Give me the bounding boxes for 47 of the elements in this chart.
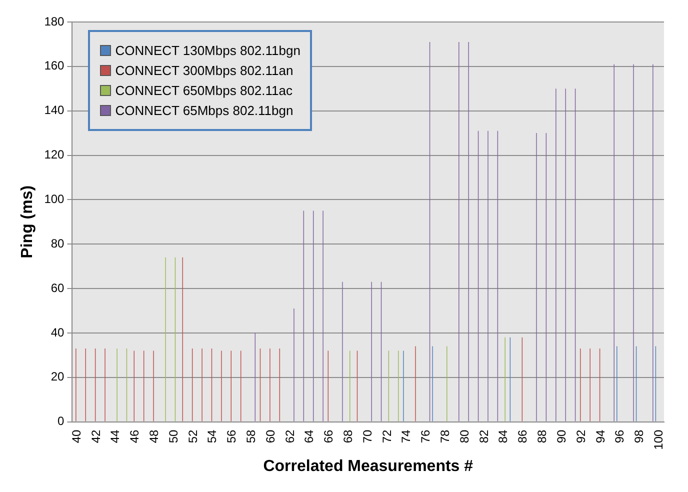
x-tick-label: 70 <box>360 429 374 444</box>
x-tick-label: 46 <box>128 429 142 444</box>
x-tick-label: 58 <box>244 429 258 444</box>
x-tick-label: 86 <box>516 429 530 444</box>
x-tick-label: 64 <box>302 429 316 444</box>
y-axis-title: Ping (ms) <box>19 185 36 258</box>
x-tick-label: 76 <box>418 429 433 444</box>
x-tick-label: 44 <box>108 429 122 444</box>
x-tick-label: 88 <box>535 429 550 444</box>
y-tick-label: 140 <box>44 103 65 118</box>
x-tick-label: 100 <box>651 429 666 450</box>
x-tick-label: 52 <box>186 429 200 444</box>
legend-label: CONNECT 65Mbps 802.11bgn <box>115 103 294 118</box>
x-tick-label: 54 <box>205 429 220 444</box>
y-tick-label: 100 <box>44 192 65 206</box>
x-tick-label: 78 <box>438 429 452 444</box>
x-tick-label: 50 <box>166 429 180 444</box>
x-tick-label: 82 <box>476 429 491 444</box>
x-tick-label: 40 <box>69 429 84 444</box>
legend-label: CONNECT 300Mbps 802.11an <box>115 63 294 78</box>
y-tick-label: 0 <box>58 414 65 428</box>
x-tick-label: 94 <box>593 429 608 444</box>
x-tick-label: 92 <box>574 429 588 444</box>
legend-label: CONNECT 130Mbps 802.11bgn <box>115 43 300 58</box>
y-tick-label: 180 <box>44 14 65 28</box>
x-tick-label: 66 <box>322 429 336 444</box>
x-axis-title: Correlated Measurements # <box>263 458 474 475</box>
x-tick-label: 96 <box>612 429 627 444</box>
legend-label: CONNECT 650Mbps 802.11ac <box>115 83 292 98</box>
x-tick-label: 56 <box>224 429 239 444</box>
y-tick-label: 120 <box>44 148 65 162</box>
y-tick-label: 160 <box>44 58 65 73</box>
y-tick-label: 20 <box>50 370 65 384</box>
x-tick-label: 62 <box>282 429 297 444</box>
x-tick-label: 72 <box>380 429 394 444</box>
x-tick-label: 60 <box>263 429 278 444</box>
x-tick-label: 84 <box>496 429 510 444</box>
x-tick-label: 80 <box>457 429 472 444</box>
y-tick-label: 60 <box>50 280 65 295</box>
y-tick-label: 80 <box>50 236 65 250</box>
x-tick-label: 68 <box>341 429 356 444</box>
x-tick-label: 48 <box>146 429 161 444</box>
x-tick-label: 98 <box>632 429 646 444</box>
y-tick-label: 40 <box>50 325 65 340</box>
x-tick-label: 74 <box>399 429 414 444</box>
x-tick-label: 90 <box>554 429 568 444</box>
x-tick-label: 42 <box>88 429 103 444</box>
